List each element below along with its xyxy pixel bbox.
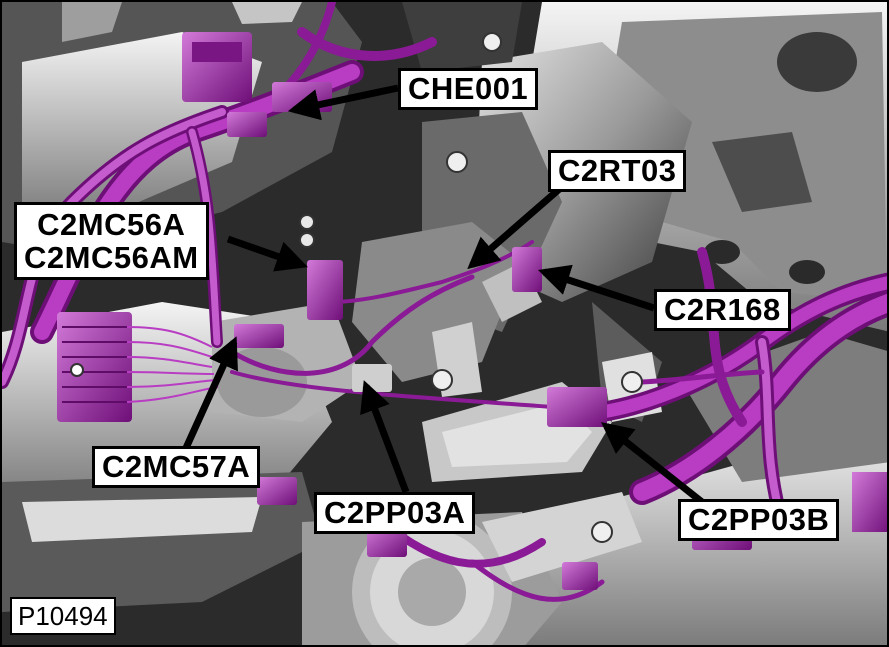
connector-c2mc57a-body <box>234 324 284 348</box>
callout-che001: CHE001 <box>398 68 539 110</box>
callout-c2mc56am: C2MC56AM <box>24 240 199 275</box>
connector-c2pp03a-body <box>352 364 392 392</box>
callout-c2rt03: C2RT03 <box>548 150 687 192</box>
fittings <box>70 32 643 543</box>
callout-c2r168: C2R168 <box>654 289 791 331</box>
arrow-c2pp03b <box>601 422 705 505</box>
callout-c2mc56a-c2mc56am: C2MC56A C2MC56AM <box>14 202 209 280</box>
figure-id-label: P10494 <box>10 597 116 635</box>
connector-c2pp03b-body <box>547 387 607 427</box>
callout-c2mc57a: C2MC57A <box>92 446 261 488</box>
connector-block-left <box>57 312 132 422</box>
callout-c2pp03a: C2PP03A <box>314 492 476 534</box>
arrow-c2pp03a <box>360 380 410 494</box>
callout-c2pp03b: C2PP03B <box>678 499 840 541</box>
callout-c2mc56a: C2MC56A <box>37 207 186 242</box>
arrow-c2rt03 <box>467 182 567 270</box>
connector-c2r168-body <box>512 247 542 292</box>
leader-arrows <box>182 84 705 505</box>
connector-c2mc56a-body <box>307 260 343 320</box>
arrow-c2mc56a <box>226 235 308 272</box>
arrow-c2mc57a <box>182 336 238 450</box>
arrow-che001 <box>287 84 399 121</box>
arrow-c2r168 <box>538 264 656 312</box>
